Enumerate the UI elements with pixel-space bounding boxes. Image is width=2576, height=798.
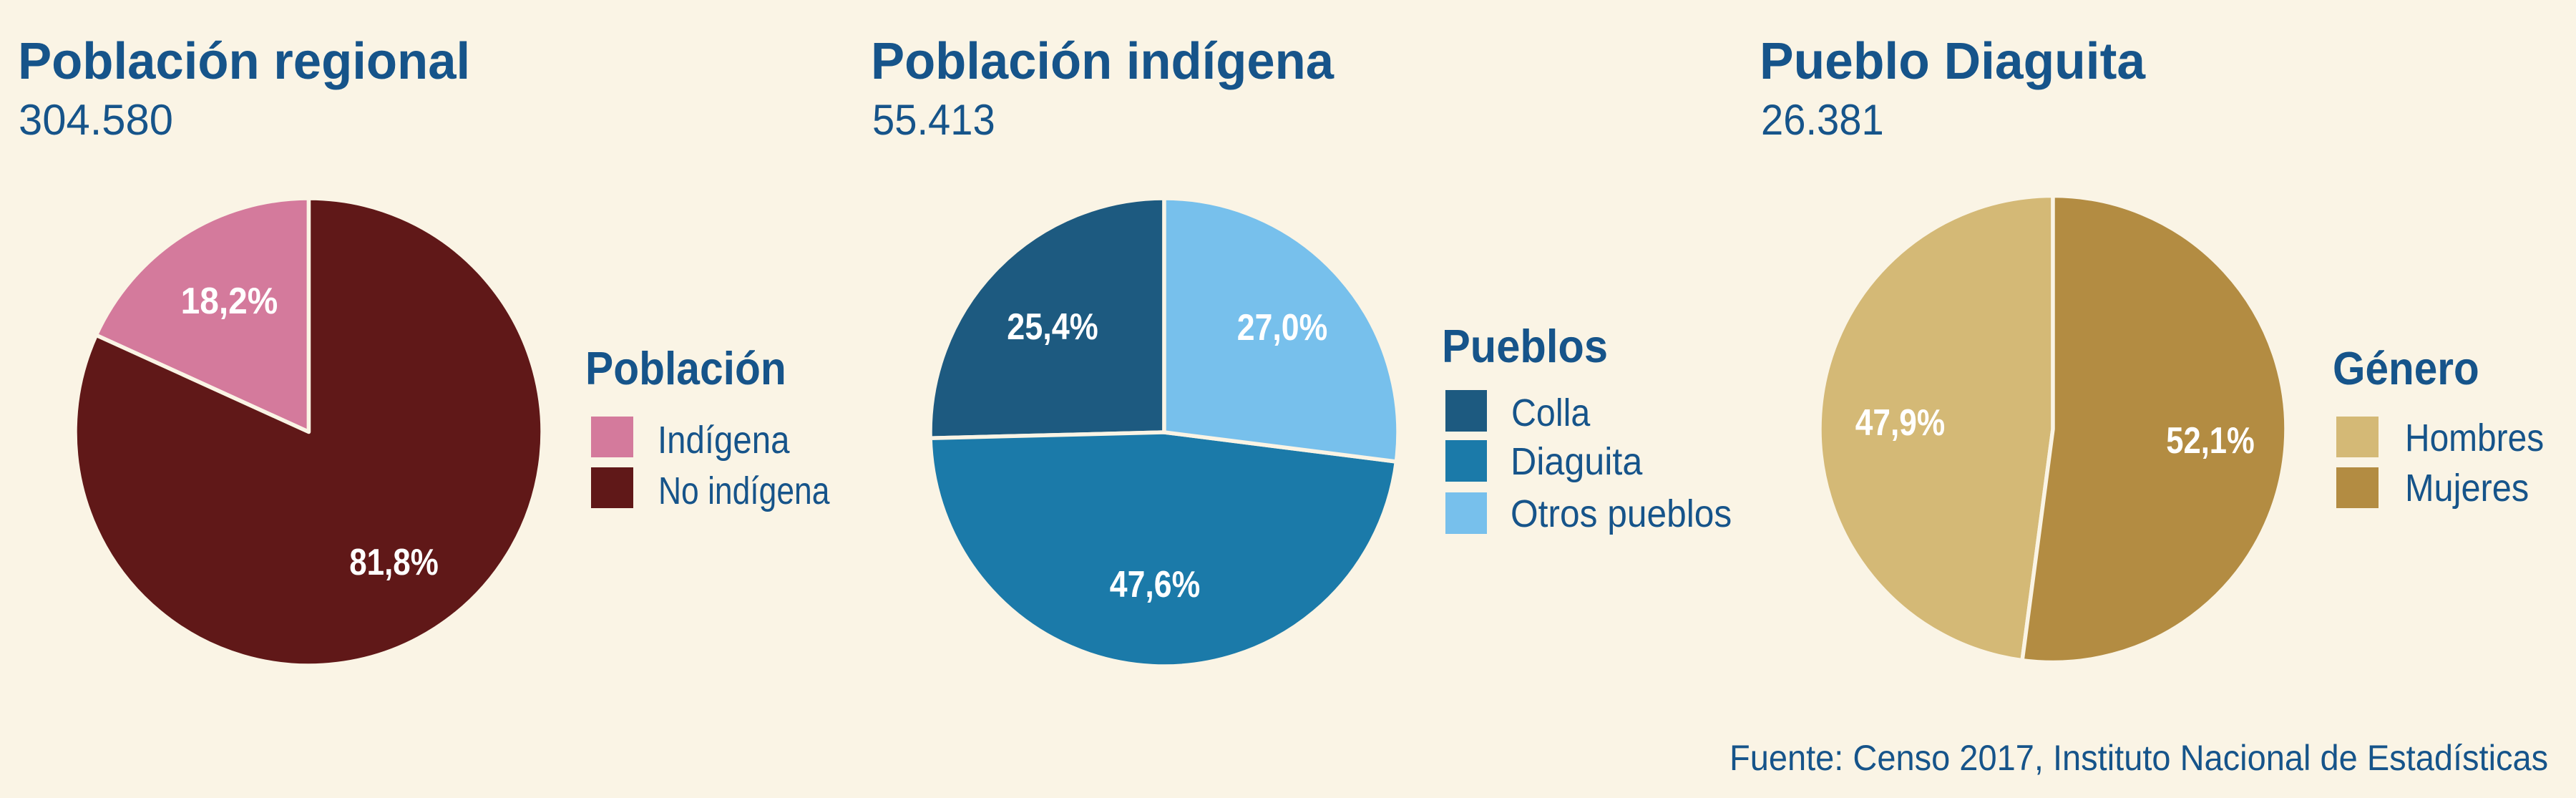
svg-text:304.580: 304.580 [19, 96, 173, 144]
svg-text:Población: Población [585, 343, 786, 394]
svg-text:Pueblos: Pueblos [1442, 321, 1608, 373]
svg-text:No indígena: No indígena [658, 469, 830, 512]
svg-text:47,6%: 47,6% [1110, 564, 1200, 605]
svg-text:Población indígena: Población indígena [871, 32, 1335, 90]
svg-text:Pueblo Diaguita: Pueblo Diaguita [1760, 33, 2146, 90]
svg-text:52,1%: 52,1% [2166, 420, 2255, 461]
svg-text:47,9%: 47,9% [1855, 402, 1945, 444]
svg-text:Indígena: Indígena [658, 418, 790, 462]
svg-text:Otros pueblos: Otros pueblos [1511, 492, 1732, 535]
svg-text:26.381: 26.381 [1761, 96, 1884, 144]
svg-text:81,8%: 81,8% [349, 542, 439, 583]
svg-text:18,2%: 18,2% [181, 280, 278, 321]
svg-text:Colla: Colla [1511, 391, 1591, 434]
svg-text:27,0%: 27,0% [1237, 307, 1327, 349]
svg-text:25,4%: 25,4% [1007, 306, 1098, 348]
svg-text:Género: Género [2333, 343, 2479, 395]
svg-text:Hombres: Hombres [2405, 416, 2544, 459]
svg-text:55.413: 55.413 [872, 96, 995, 144]
svg-text:Mujeres: Mujeres [2405, 466, 2529, 510]
svg-text:Diaguita: Diaguita [1511, 440, 1642, 483]
svg-text:Población regional: Población regional [18, 32, 470, 90]
svg-text:Fuente: Censo 2017, Instituto: Fuente: Censo 2017, Instituto Nacional d… [1729, 739, 2548, 779]
